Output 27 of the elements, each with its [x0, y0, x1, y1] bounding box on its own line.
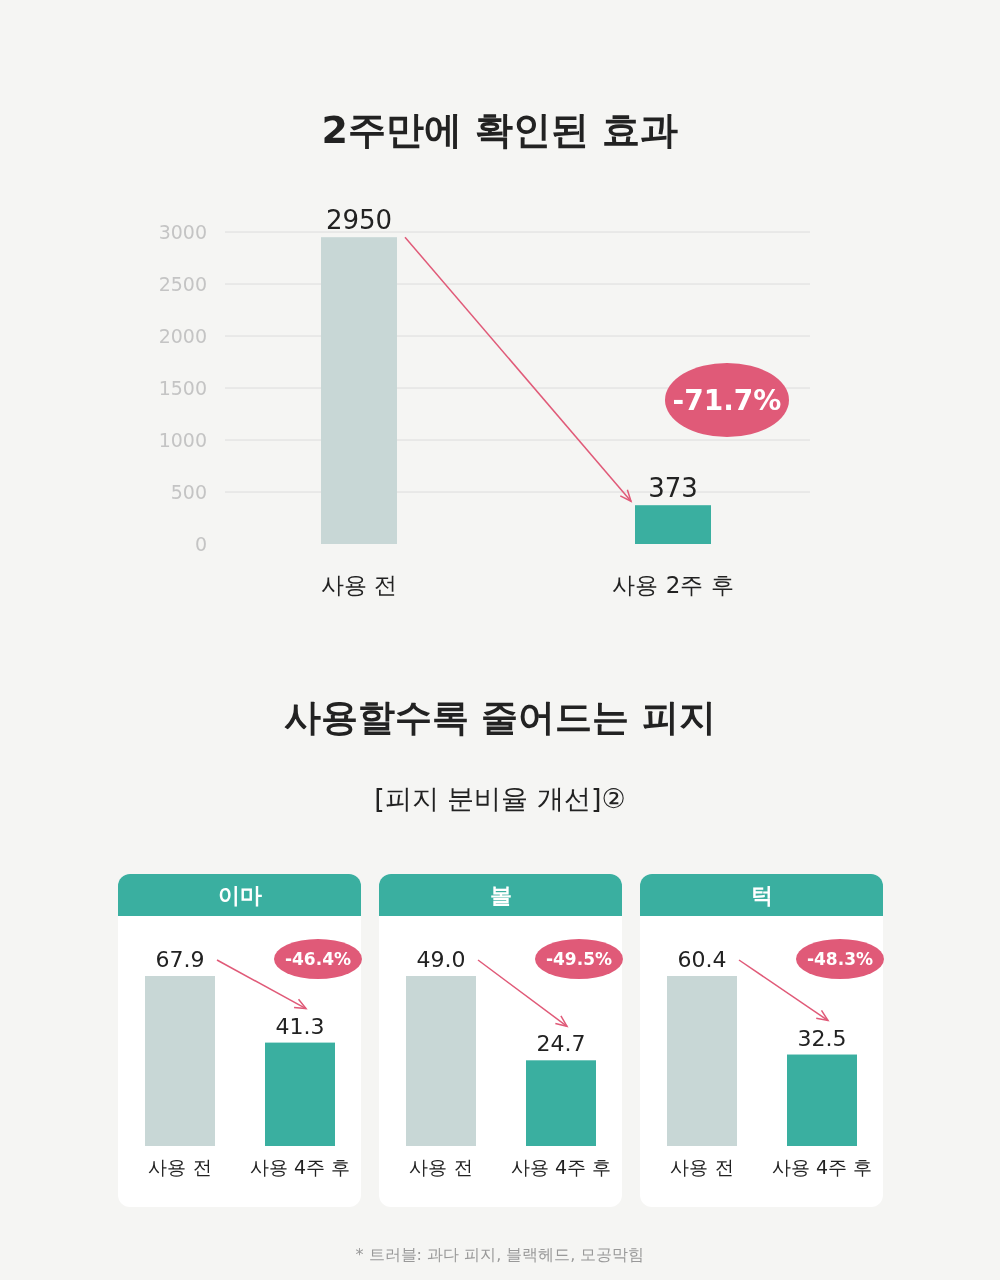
x-tick-label: 사용 전 [409, 1156, 473, 1178]
data-label: 2950 [325, 205, 393, 236]
x-tick-label: 사용 전 [148, 1156, 212, 1178]
text: 사용할수록 줄어드는 피지 [283, 696, 717, 739]
x-tick-label: 사용 4주 후 [771, 1156, 873, 1178]
text: * 트러블: 과다 피지, 블랙헤드, 모공막힘 [355, 1245, 645, 1264]
chart-title: 2주만에 확인된 효과 [321, 108, 679, 152]
chart-title: 볼 [489, 883, 512, 908]
data-label: 373 [648, 473, 698, 504]
text: -49.5% [545, 949, 613, 970]
text: -48.3% [806, 949, 874, 970]
x-tick-label: 사용 전 [670, 1156, 734, 1178]
data-label: 49.0 [416, 947, 466, 972]
data-label: 24.7 [536, 1031, 586, 1057]
annotation: -71.7% [672, 384, 782, 418]
x-tick-label: 사용 전 [320, 572, 398, 598]
data-label: 60.4 [677, 947, 727, 972]
chart-title: 이마 [217, 883, 262, 908]
data-label: 67.9 [155, 947, 205, 972]
data-label: 32.5 [797, 1025, 847, 1051]
text: -46.4% [284, 949, 352, 970]
chart-title: 턱 [750, 883, 773, 908]
x-tick-label: 사용 4주 후 [249, 1156, 351, 1178]
x-tick-label: 사용 2주 후 [612, 572, 734, 598]
text: [피지 분비율 개선]② [374, 783, 626, 814]
data-label: 41.3 [275, 1013, 325, 1039]
x-tick-label: 사용 4주 후 [510, 1156, 612, 1178]
